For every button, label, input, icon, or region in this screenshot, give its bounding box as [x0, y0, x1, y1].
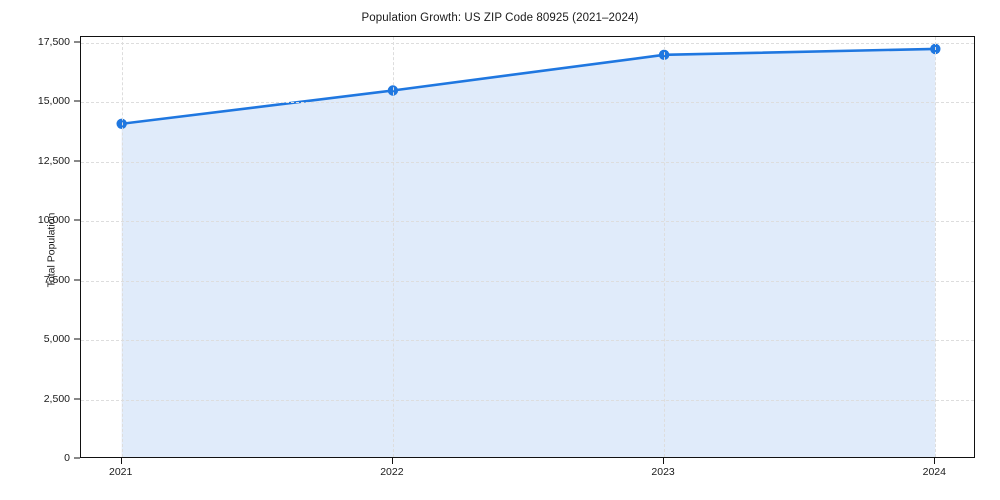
gridline-horizontal — [81, 399, 974, 402]
y-tick-label: 5,000 — [43, 333, 70, 346]
y-tick-label: 10,000 — [37, 214, 70, 227]
gridline-horizontal — [81, 161, 974, 164]
gridline-horizontal — [81, 340, 974, 342]
x-tick-mark — [934, 458, 936, 464]
y-tick-mark — [74, 338, 80, 340]
x-tick-label: 2023 — [651, 466, 675, 478]
gridline-horizontal — [81, 42, 974, 45]
series-line — [120, 47, 937, 126]
x-tick-mark — [120, 458, 122, 464]
y-tick-mark — [74, 398, 80, 400]
y-tick-label: 15,000 — [37, 95, 70, 108]
area-fill — [121, 48, 936, 457]
y-tick-mark — [74, 160, 80, 162]
x-tick-label: 2021 — [108, 466, 133, 478]
x-tick-label: 2024 — [922, 466, 946, 478]
gridline-vertical — [664, 37, 666, 457]
plot-inner — [81, 37, 974, 457]
y-tick-label: 0 — [64, 452, 70, 464]
gridline-horizontal — [81, 102, 974, 104]
gridline-vertical — [121, 37, 124, 457]
y-tick-label: 12,500 — [37, 154, 70, 167]
y-tick-mark — [74, 41, 80, 43]
data-point-marker — [387, 85, 399, 96]
y-tick-label: 2,500 — [43, 392, 70, 405]
gridline-horizontal — [81, 221, 974, 223]
y-axis: 0 2,500 5,000 7,500 10,000 12,500 15,000 17,500 — [0, 35, 80, 464]
chart-title: Population Growth: US ZIP Code 80925 (20… — [361, 12, 639, 24]
y-tick-mark — [74, 279, 80, 281]
x-tick-label: 2022 — [380, 466, 404, 478]
gridline-vertical — [935, 37, 937, 457]
x-tick-mark — [391, 458, 393, 464]
y-tick-label: 7,500 — [43, 273, 70, 286]
y-tick-mark — [74, 100, 80, 102]
y-tick-mark — [74, 457, 80, 459]
y-tick-mark — [74, 219, 80, 221]
y-tick-label: 17,500 — [37, 35, 70, 48]
population-line-series — [116, 43, 941, 457]
plot-area — [80, 36, 975, 458]
x-tick-mark — [663, 458, 665, 464]
gridline-horizontal — [81, 280, 974, 283]
x-axis: 2021 2022 2023 2024 — [80, 458, 975, 498]
gridline-vertical — [392, 37, 395, 457]
